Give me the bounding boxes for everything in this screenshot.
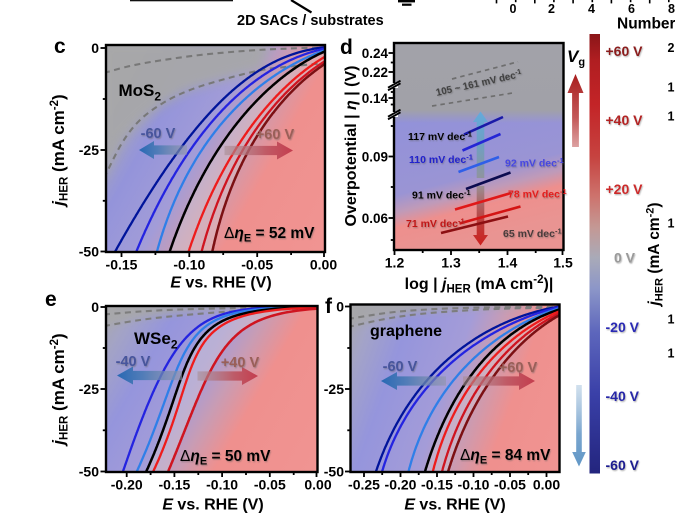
svg-text:0: 0: [510, 2, 517, 16]
svg-text:78 mV dec-1: 78 mV dec-1: [508, 187, 567, 201]
svg-text:-0.15: -0.15: [421, 477, 453, 493]
svg-text:+40 V: +40 V: [606, 112, 644, 128]
svg-text:E vs. RHE (V): E vs. RHE (V): [404, 497, 505, 514]
svg-text:ΔηE = 52 mV: ΔηE = 52 mV: [224, 225, 315, 245]
svg-text:-25: -25: [79, 381, 99, 397]
svg-text:117 mV dec-1: 117 mV dec-1: [408, 130, 472, 144]
svg-text:-20 V: -20 V: [606, 319, 640, 335]
svg-text:0.14: 0.14: [362, 91, 389, 106]
svg-text:8: 8: [668, 2, 675, 16]
svg-text:jHER (mA cm-2): jHER (mA cm-2): [49, 94, 71, 207]
svg-text:jHER (mA cm-2): jHER (mA cm-2): [49, 333, 71, 446]
svg-text:1.2: 1.2: [385, 255, 405, 271]
svg-text:ΔηE = 84 mV: ΔηE = 84 mV: [460, 447, 551, 467]
svg-text:65 mV dec-1: 65 mV dec-1: [503, 227, 562, 241]
svg-text:f: f: [325, 295, 333, 318]
svg-text:WSe2: WSe2: [134, 329, 178, 352]
svg-text:1: 1: [668, 217, 675, 231]
svg-text:-50: -50: [324, 464, 344, 480]
svg-text:0.22: 0.22: [362, 65, 388, 80]
svg-text:e: e: [45, 288, 57, 311]
svg-text:0.09: 0.09: [362, 150, 388, 165]
svg-text:-40 V: -40 V: [606, 388, 640, 404]
svg-text:-0.05: -0.05: [494, 477, 526, 493]
svg-text:-60 V: -60 V: [383, 359, 418, 375]
svg-text:log | jHER (mA cm-2)|: log | jHER (mA cm-2)|: [405, 274, 554, 296]
svg-text:1: 1: [668, 110, 675, 124]
svg-text:1: 1: [668, 347, 675, 361]
svg-text:d: d: [340, 36, 353, 59]
svg-text:graphene: graphene: [370, 323, 442, 340]
svg-text:+40 V: +40 V: [221, 355, 260, 371]
svg-text:+60 V: +60 V: [499, 360, 538, 376]
svg-text:2: 2: [548, 2, 555, 16]
svg-text:92 mV dec-1: 92 mV dec-1: [505, 156, 564, 170]
svg-text:0.00: 0.00: [310, 257, 337, 273]
svg-text:1.5: 1.5: [553, 255, 573, 271]
svg-text:4: 4: [588, 2, 595, 16]
svg-text:-0.25: -0.25: [348, 477, 380, 493]
svg-text:Number: Number: [617, 16, 675, 33]
svg-text:0.00: 0.00: [533, 477, 560, 493]
svg-text:-0.05: -0.05: [254, 477, 286, 493]
svg-text:91 mV dec-1: 91 mV dec-1: [412, 188, 471, 202]
svg-text:-25: -25: [324, 381, 344, 397]
svg-text:-0.10: -0.10: [458, 477, 490, 493]
svg-text:+20 V: +20 V: [606, 181, 644, 197]
svg-text:E vs. RHE (V): E vs. RHE (V): [162, 497, 263, 514]
svg-text:110 mV dec-1: 110 mV dec-1: [409, 153, 473, 167]
svg-text:MoS2: MoS2: [119, 81, 162, 104]
svg-text:-0.15: -0.15: [158, 477, 190, 493]
svg-text:0: 0: [91, 40, 99, 56]
svg-text:1: 1: [668, 81, 675, 95]
svg-text:0 V: 0 V: [614, 250, 636, 266]
svg-text:0: 0: [336, 299, 344, 315]
svg-text:-0.20: -0.20: [111, 477, 143, 493]
svg-text:+60 V: +60 V: [256, 127, 295, 143]
svg-text:-0.10: -0.10: [206, 477, 238, 493]
svg-text:1.3: 1.3: [441, 255, 461, 271]
svg-text:-0.20: -0.20: [385, 477, 417, 493]
svg-text:-0.10: -0.10: [173, 257, 205, 273]
svg-text:6: 6: [628, 2, 635, 16]
svg-text:-60 V: -60 V: [141, 126, 176, 142]
svg-text:-50: -50: [79, 244, 99, 260]
svg-text:c: c: [54, 35, 66, 58]
svg-text:0: 0: [91, 299, 99, 315]
svg-text:+60 V: +60 V: [606, 43, 644, 59]
svg-text:-40 V: -40 V: [116, 354, 151, 370]
svg-text:1.4: 1.4: [498, 255, 518, 271]
svg-text:2D SACs / substrates: 2D SACs / substrates: [237, 13, 384, 29]
svg-text:-50: -50: [79, 464, 99, 480]
svg-text:-60 V: -60 V: [606, 457, 640, 473]
svg-text:71 mV dec-1: 71 mV dec-1: [406, 217, 465, 231]
svg-text:0.06: 0.06: [362, 211, 389, 226]
svg-text:0.00: 0.00: [304, 477, 331, 493]
svg-text:ΔηE = 50 mV: ΔηE = 50 mV: [180, 448, 271, 468]
svg-text:-0.15: -0.15: [106, 257, 138, 273]
svg-text:Overpotential | η | (V): Overpotential | η | (V): [343, 66, 360, 227]
svg-text:1: 1: [668, 313, 675, 327]
svg-text:-0.05: -0.05: [241, 257, 273, 273]
svg-text:-25: -25: [79, 142, 99, 158]
svg-text:0.24: 0.24: [362, 46, 389, 61]
svg-text:2: 2: [668, 41, 675, 55]
svg-text:E vs. RHE (V): E vs. RHE (V): [170, 275, 271, 292]
svg-text:jHER (mA cm-2): jHER (mA cm-2): [645, 202, 666, 307]
